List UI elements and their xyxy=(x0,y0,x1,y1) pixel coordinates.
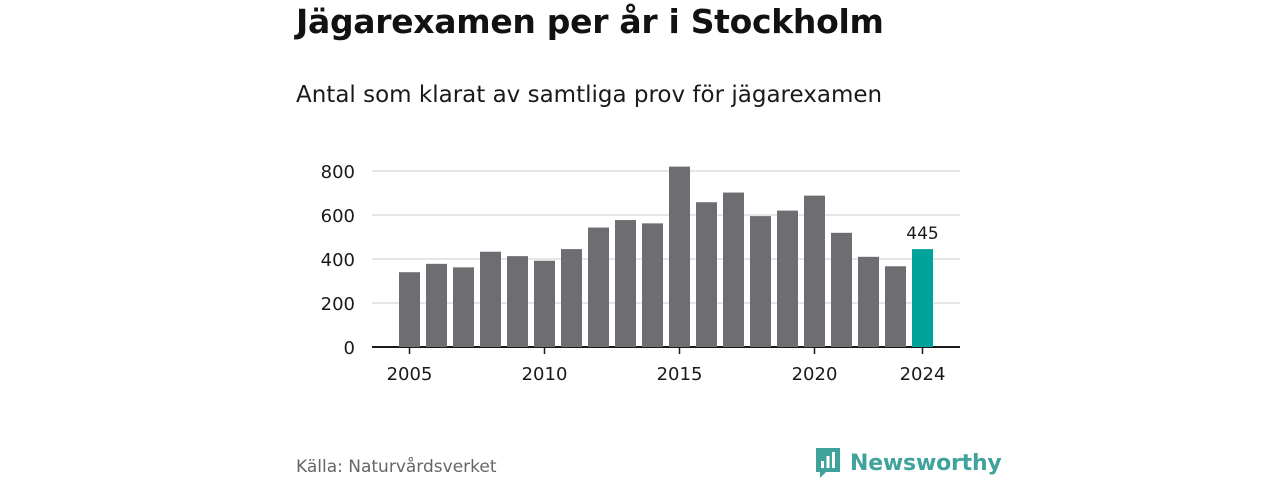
bar-2011 xyxy=(561,249,582,347)
y-tick-label-200: 200 xyxy=(321,294,355,315)
newsworthy-logo-icon xyxy=(816,448,840,478)
chart-title: Jägarexamen per år i Stockholm xyxy=(296,2,884,41)
x-tick-label-2024: 2024 xyxy=(900,364,946,385)
chart-subtitle: Antal som klarat av samtliga prov för jä… xyxy=(296,82,883,108)
x-tick-label-2015: 2015 xyxy=(657,364,703,385)
y-tick-label-400: 400 xyxy=(321,250,355,271)
bar-2005 xyxy=(399,272,420,347)
x-axis-ticks: 2005 2010 2015 2020 2024 xyxy=(387,347,946,385)
bar-2022 xyxy=(858,256,879,347)
bar-2024 xyxy=(912,249,933,347)
y-tick-label-0: 0 xyxy=(344,338,355,359)
bar-2016 xyxy=(696,202,717,347)
data-label-2024: 445 xyxy=(906,224,938,244)
bar-2015 xyxy=(669,166,690,347)
bar-2013 xyxy=(615,220,636,347)
data-labels: 445 xyxy=(906,224,938,244)
bar-2009 xyxy=(507,256,528,347)
x-tick-label-2005: 2005 xyxy=(387,364,433,385)
bar-2017 xyxy=(723,192,744,347)
bar-2018 xyxy=(750,216,771,347)
x-tick-label-2010: 2010 xyxy=(522,364,568,385)
bar-2010 xyxy=(534,260,555,347)
bars xyxy=(399,166,933,347)
bar-2007 xyxy=(453,267,474,347)
y-tick-label-600: 600 xyxy=(321,206,355,227)
brand-name: Newsworthy xyxy=(850,450,1002,476)
y-tick-label-800: 800 xyxy=(321,162,355,183)
bar-2021 xyxy=(831,232,852,347)
y-axis-ticks: 0 200 400 600 800 xyxy=(321,162,355,359)
bar-2023 xyxy=(885,266,906,347)
source-note: Källa: Naturvårdsverket xyxy=(296,457,497,477)
bar-2006 xyxy=(426,263,447,347)
x-tick-label-2020: 2020 xyxy=(792,364,838,385)
bar-2012 xyxy=(588,227,609,347)
bar-2008 xyxy=(480,251,501,347)
brand-logo: Newsworthy xyxy=(814,446,1002,480)
bar-2019 xyxy=(777,210,798,347)
bar-2014 xyxy=(642,223,663,347)
bar-2020 xyxy=(804,195,825,347)
